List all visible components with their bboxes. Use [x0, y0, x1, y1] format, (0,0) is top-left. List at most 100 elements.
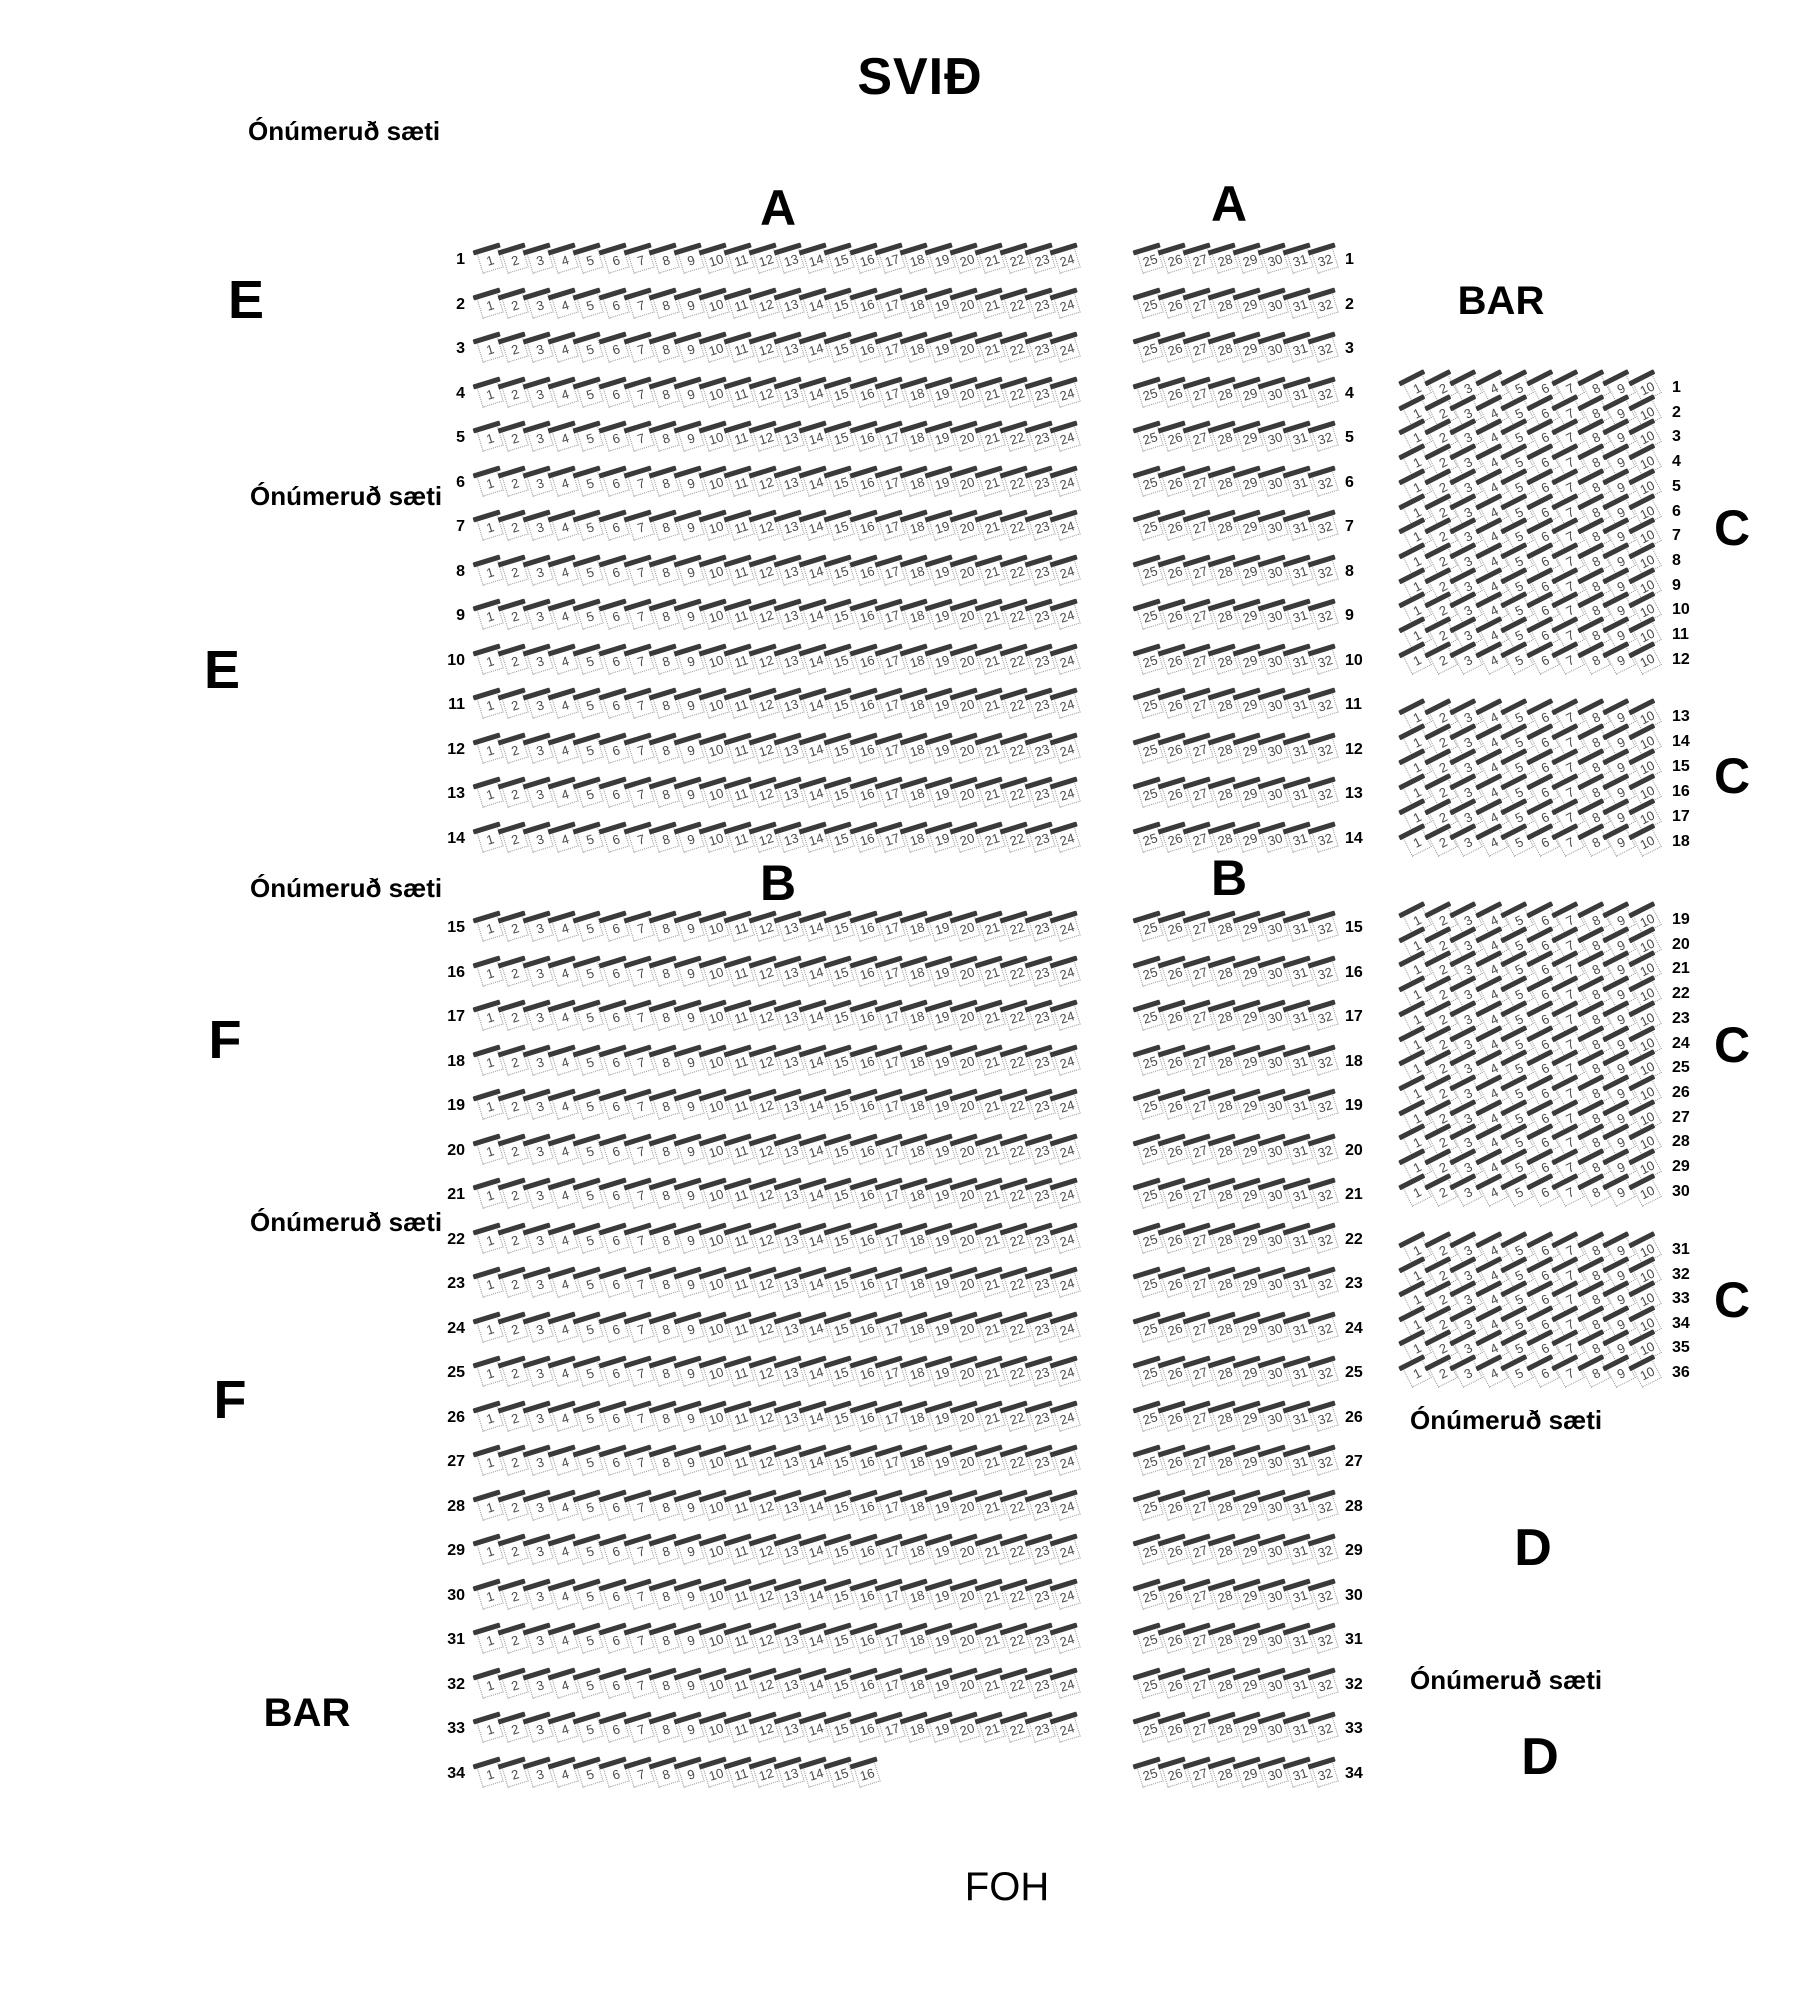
seat-b-row31-num24[interactable]: 24: [1053, 1626, 1082, 1654]
seat-c-row12-num5[interactable]: 5: [1504, 644, 1534, 675]
seat-c-row36-num1[interactable]: 1: [1402, 1358, 1432, 1388]
seat-c-row30-num6[interactable]: 6: [1529, 1176, 1560, 1207]
seat-a-row6-num24[interactable]: 24: [1053, 468, 1082, 497]
seat-c-row12-num1[interactable]: 1: [1402, 644, 1432, 675]
seat-c-row36-num4[interactable]: 4: [1478, 1358, 1509, 1388]
seat-b-row25-num32[interactable]: 32: [1311, 1359, 1339, 1387]
seat-c-row30-num9[interactable]: 9: [1606, 1176, 1636, 1207]
seat-a-row5-num24[interactable]: 24: [1053, 424, 1082, 452]
seat-c-row36-num7[interactable]: 7: [1555, 1358, 1585, 1388]
seat-b-row22-num24[interactable]: 24: [1053, 1225, 1082, 1254]
seat-c-row18-num9[interactable]: 9: [1606, 827, 1636, 857]
seat-b-row19-num32[interactable]: 32: [1311, 1092, 1339, 1120]
seat-c-row18-num4[interactable]: 4: [1478, 827, 1509, 857]
seat-a-row12-num24[interactable]: 24: [1053, 735, 1082, 764]
seat-b-row30-num32[interactable]: 32: [1311, 1581, 1339, 1610]
seat-a-row10-num32[interactable]: 32: [1311, 646, 1339, 675]
seat-c-row36-num6[interactable]: 6: [1529, 1358, 1560, 1388]
seat-b-row33-num32[interactable]: 32: [1311, 1715, 1339, 1743]
seat-a-row7-num24[interactable]: 24: [1053, 513, 1082, 541]
seat-b-row15-num24[interactable]: 24: [1053, 914, 1082, 942]
seat-b-row19-num24[interactable]: 24: [1053, 1092, 1082, 1120]
seat-a-row13-num24[interactable]: 24: [1053, 780, 1082, 808]
seat-b-row29-num24[interactable]: 24: [1053, 1537, 1082, 1565]
seat-b-row20-num24[interactable]: 24: [1053, 1136, 1082, 1165]
seat-c-row18-num8[interactable]: 8: [1580, 827, 1611, 857]
seat-c-row12-num7[interactable]: 7: [1555, 644, 1585, 675]
seat-a-row9-num24[interactable]: 24: [1053, 602, 1082, 630]
seat-b-row18-num32[interactable]: 32: [1311, 1047, 1339, 1076]
seat-c-row18-num2[interactable]: 2: [1427, 827, 1458, 857]
seat-c-row12-num9[interactable]: 9: [1606, 644, 1636, 675]
seat-b-row30-num24[interactable]: 24: [1053, 1581, 1082, 1610]
seat-c-row36-num2[interactable]: 2: [1427, 1358, 1458, 1388]
seat-b-row15-num32[interactable]: 32: [1311, 914, 1339, 942]
seat-b-row23-num24[interactable]: 24: [1053, 1270, 1082, 1298]
seat-b-row28-num24[interactable]: 24: [1053, 1492, 1082, 1521]
seat-a-row2-num24[interactable]: 24: [1053, 290, 1082, 319]
seat-c-row18-num1[interactable]: 1: [1402, 827, 1432, 857]
seat-c-row18-num6[interactable]: 6: [1529, 827, 1560, 857]
seat-c-row18-num10[interactable]: 10: [1631, 827, 1662, 857]
seat-b-row16-num32[interactable]: 32: [1311, 958, 1339, 987]
seat-a-row1-num24[interactable]: 24: [1053, 246, 1082, 274]
seat-b-row20-num32[interactable]: 32: [1311, 1136, 1339, 1165]
seat-b-row33-num24[interactable]: 24: [1053, 1715, 1082, 1743]
seat-c-row36-num5[interactable]: 5: [1504, 1358, 1534, 1388]
seat-b-row22-num32[interactable]: 32: [1311, 1225, 1339, 1254]
seat-a-row9-num32[interactable]: 32: [1311, 602, 1339, 630]
seat-a-row3-num24[interactable]: 24: [1053, 335, 1082, 363]
seat-b-row34-num32[interactable]: 32: [1311, 1759, 1339, 1788]
seat-b-row21-num32[interactable]: 32: [1311, 1181, 1339, 1209]
seat-a-row8-num24[interactable]: 24: [1053, 557, 1082, 586]
seat-a-row14-num32[interactable]: 32: [1311, 824, 1339, 853]
seat-c-row30-num3[interactable]: 3: [1453, 1176, 1483, 1207]
seat-b-row17-num32[interactable]: 32: [1311, 1003, 1339, 1031]
seat-c-row12-num10[interactable]: 10: [1631, 644, 1662, 675]
seat-b-row24-num24[interactable]: 24: [1053, 1314, 1082, 1343]
seat-c-row30-num7[interactable]: 7: [1555, 1176, 1585, 1207]
seat-c-row30-num4[interactable]: 4: [1478, 1176, 1509, 1207]
seat-b-row34-num16[interactable]: 16: [852, 1759, 881, 1788]
seat-b-row31-num32[interactable]: 32: [1311, 1626, 1339, 1654]
seat-b-row24-num32[interactable]: 32: [1311, 1314, 1339, 1343]
seat-c-row30-num8[interactable]: 8: [1580, 1176, 1611, 1207]
seat-a-row4-num32[interactable]: 32: [1311, 379, 1339, 408]
seat-c-row18-num3[interactable]: 3: [1453, 827, 1483, 857]
seat-a-row14-num24[interactable]: 24: [1053, 824, 1082, 853]
seat-b-row17-num24[interactable]: 24: [1053, 1003, 1082, 1031]
seat-c-row30-num10[interactable]: 10: [1631, 1176, 1662, 1207]
seat-b-row21-num24[interactable]: 24: [1053, 1181, 1082, 1209]
seat-c-row36-num3[interactable]: 3: [1453, 1358, 1483, 1388]
seat-b-row27-num24[interactable]: 24: [1053, 1448, 1082, 1476]
seat-a-row12-num32[interactable]: 32: [1311, 735, 1339, 764]
seat-a-row3-num32[interactable]: 32: [1311, 335, 1339, 363]
seat-a-row10-num24[interactable]: 24: [1053, 646, 1082, 675]
seat-b-row32-num32[interactable]: 32: [1311, 1670, 1339, 1699]
seat-c-row12-num4[interactable]: 4: [1478, 644, 1509, 675]
seat-a-row4-num24[interactable]: 24: [1053, 379, 1082, 408]
seat-a-row11-num32[interactable]: 32: [1311, 691, 1339, 719]
seat-b-row32-num24[interactable]: 24: [1053, 1670, 1082, 1699]
seat-c-row30-num5[interactable]: 5: [1504, 1176, 1534, 1207]
seat-b-row16-num24[interactable]: 24: [1053, 958, 1082, 987]
seat-a-row6-num32[interactable]: 32: [1311, 468, 1339, 497]
seat-c-row12-num6[interactable]: 6: [1529, 644, 1560, 675]
seat-c-row36-num8[interactable]: 8: [1580, 1358, 1611, 1388]
seat-b-row26-num24[interactable]: 24: [1053, 1403, 1082, 1432]
seat-c-row12-num2[interactable]: 2: [1427, 644, 1458, 675]
seat-a-row1-num32[interactable]: 32: [1311, 246, 1339, 274]
seat-c-row36-num9[interactable]: 9: [1606, 1358, 1636, 1388]
seat-b-row27-num32[interactable]: 32: [1311, 1448, 1339, 1476]
seat-a-row5-num32[interactable]: 32: [1311, 424, 1339, 452]
seat-b-row18-num24[interactable]: 24: [1053, 1047, 1082, 1076]
seat-b-row28-num32[interactable]: 32: [1311, 1492, 1339, 1521]
seat-b-row23-num32[interactable]: 32: [1311, 1270, 1339, 1298]
seat-a-row11-num24[interactable]: 24: [1053, 691, 1082, 719]
seat-a-row2-num32[interactable]: 32: [1311, 290, 1339, 319]
seat-c-row36-num10[interactable]: 10: [1631, 1358, 1662, 1388]
seat-c-row18-num5[interactable]: 5: [1504, 827, 1534, 857]
seat-a-row13-num32[interactable]: 32: [1311, 780, 1339, 808]
seat-b-row29-num32[interactable]: 32: [1311, 1537, 1339, 1565]
seat-c-row12-num3[interactable]: 3: [1453, 644, 1483, 675]
